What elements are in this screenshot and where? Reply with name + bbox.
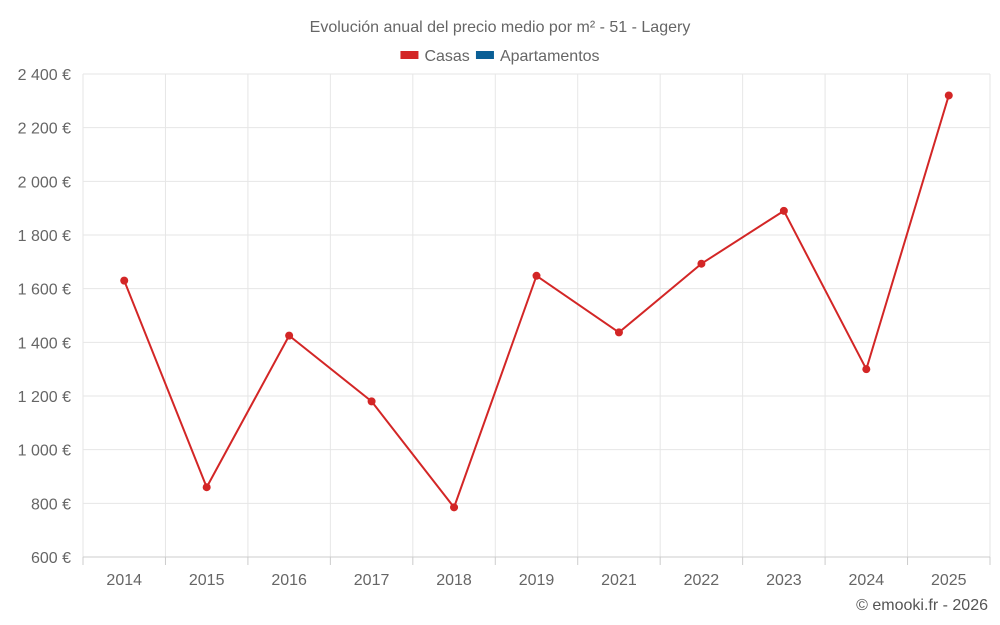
x-tick-label: 2015 (189, 572, 225, 589)
grid (82, 73, 991, 557)
x-tick-label: 2021 (601, 572, 637, 589)
data-point (285, 331, 294, 340)
x-tick-label: 2023 (766, 572, 802, 589)
x-tick-label: 2019 (519, 572, 555, 589)
legend-label: Apartamentos (500, 48, 600, 65)
y-tick-label: 1 200 € (18, 389, 71, 406)
x-tick-label: 2025 (931, 572, 967, 589)
data-point (697, 259, 706, 268)
y-tick-label: 1 800 € (18, 228, 71, 245)
x-tick-label: 2018 (436, 572, 472, 589)
x-axis: 2014 2015 2016 2017 2018 2019 2021 2022 2023 2024… (82, 556, 991, 589)
data-point (367, 397, 376, 406)
legend-swatch (475, 51, 494, 59)
data-point (450, 503, 459, 512)
legend-label: Casas (424, 48, 469, 65)
y-tick-label: 2 400 € (18, 67, 71, 84)
data-point (862, 365, 871, 374)
data-point (614, 328, 623, 337)
x-tick-label: 2017 (354, 572, 390, 589)
y-tick-label: 600 € (31, 550, 71, 567)
data-point (944, 91, 953, 100)
y-tick-label: 1 400 € (18, 335, 71, 352)
x-tick-label: 2016 (271, 572, 307, 589)
y-tick-label: 2 000 € (18, 174, 71, 191)
data-point (202, 483, 211, 492)
y-tick-label: 1 600 € (18, 282, 71, 299)
legend-swatch (400, 51, 419, 59)
legend: Casas Apartamentos (400, 48, 600, 65)
y-tick-label: 2 200 € (18, 121, 71, 138)
chart-title: Evolución anual del precio medio por m² … (310, 19, 691, 36)
x-tick-label: 2024 (849, 572, 885, 589)
data-point (532, 271, 541, 280)
data-point (120, 276, 129, 285)
y-axis: 600 € 800 € 1 000 € 1 200 € 1 400 € 1 600 € 1 … (18, 67, 71, 567)
series-layer (120, 91, 953, 512)
x-tick-label: 2014 (106, 572, 142, 589)
x-tick-label: 2022 (684, 572, 720, 589)
data-point (779, 206, 788, 215)
y-tick-label: 800 € (31, 496, 71, 513)
y-tick-label: 1 000 € (18, 443, 71, 460)
credit-text: © emooki.fr - 2026 (856, 597, 988, 614)
